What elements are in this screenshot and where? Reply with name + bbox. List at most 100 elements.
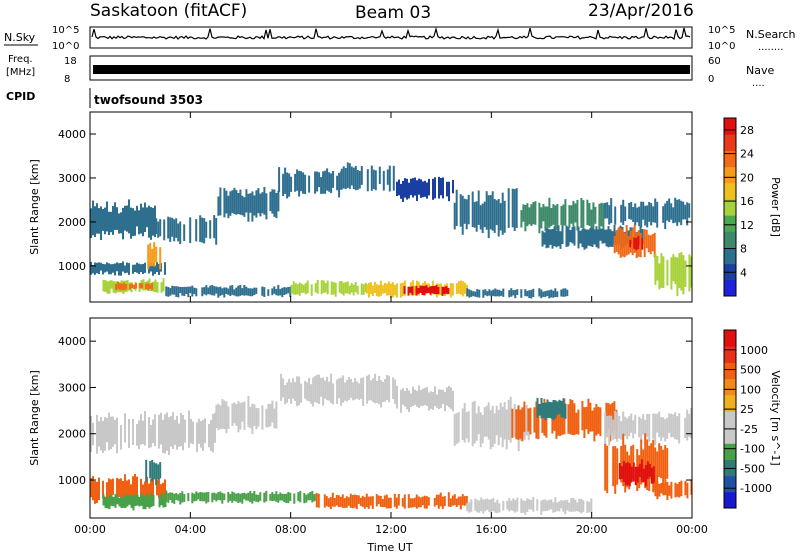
data-cell: [110, 479, 112, 497]
data-cell: [243, 285, 246, 296]
data-cell: [175, 493, 178, 500]
data-cell: [142, 263, 144, 274]
data-cell: [299, 490, 302, 503]
data-cell: [316, 171, 319, 192]
data-cell: [255, 287, 258, 294]
data-cell: [239, 285, 242, 296]
data-region: [115, 281, 154, 291]
data-cell: [315, 493, 318, 508]
data-cell: [498, 503, 501, 513]
data-cell: [136, 424, 138, 446]
velocity-data: [90, 373, 693, 515]
data-cell: [358, 171, 361, 189]
data-cell: [394, 379, 397, 404]
data-cell: [414, 389, 416, 405]
data-cell: [463, 403, 466, 443]
colorbar-tick-label: -25: [740, 423, 758, 436]
data-cell: [637, 235, 640, 249]
data-cell: [108, 263, 110, 275]
data-region: [102, 493, 167, 511]
data-cell: [377, 284, 380, 297]
data-cell: [149, 461, 152, 479]
data-cell: [142, 495, 145, 510]
nsky-panel: N.Sky 10^5 10^0 10^5 10^0 N.Search .....…: [4, 25, 796, 53]
data-cell: [219, 405, 222, 429]
colorbar-tick-label: 20: [740, 171, 754, 184]
data-cell: [298, 282, 301, 296]
data-cell: [160, 282, 163, 293]
data-cell: [461, 281, 464, 297]
data-cell: [171, 217, 174, 237]
data-cell: [215, 404, 218, 428]
data-cell: [126, 279, 129, 292]
data-cell: [506, 500, 509, 510]
data-cell: [212, 413, 214, 453]
data-cell: [434, 386, 436, 406]
data-cell: [271, 492, 274, 501]
data-cell: [213, 492, 216, 500]
colorbar-swatch: [724, 362, 736, 380]
nsearch-label: N.Search: [746, 28, 796, 41]
data-cell: [233, 187, 236, 214]
data-cell: [263, 187, 266, 215]
data-cell: [395, 497, 398, 509]
data-cell: [383, 495, 386, 507]
data-cell: [468, 502, 471, 513]
data-cell: [296, 376, 299, 407]
data-cell: [680, 252, 683, 291]
data-cell: [379, 280, 382, 296]
data-cell: [586, 501, 589, 513]
data-cell: [585, 406, 588, 430]
data-cell: [521, 407, 524, 442]
data-cell: [476, 289, 479, 298]
data-cell: [664, 445, 667, 480]
data-cell: [678, 253, 681, 289]
data-cell: [306, 280, 309, 294]
colorbar-swatch: [724, 134, 736, 151]
data-cell: [573, 403, 576, 436]
data-cell: [251, 493, 254, 504]
data-cell: [513, 189, 516, 231]
data-cell: [371, 285, 374, 296]
velocity-colorbar: 1000 500 100 25 -25 -100 -500 -1000: [723, 329, 772, 509]
data-region: [604, 408, 693, 446]
data-cell: [666, 259, 669, 286]
data-cell: [221, 288, 224, 295]
data-cell: [676, 257, 679, 297]
colorbar-tick-label: 100: [740, 383, 761, 396]
data-cell: [437, 494, 440, 509]
data-cell: [261, 286, 264, 296]
y-tick-label: 1000: [58, 260, 86, 273]
data-cell: [622, 460, 625, 482]
data-cell: [569, 399, 572, 435]
data-cell: [108, 280, 111, 294]
data-cell: [492, 289, 495, 297]
data-cell: [431, 286, 434, 294]
data-cell: [482, 499, 485, 514]
data-cell: [565, 225, 568, 247]
data-cell: [311, 491, 314, 503]
data-cell: [624, 416, 627, 437]
data-cell: [656, 256, 659, 281]
data-cell: [213, 215, 216, 239]
data-cell: [219, 491, 222, 501]
data-cell: [239, 189, 242, 215]
data-cell: [433, 285, 436, 295]
data-cell: [136, 476, 138, 503]
data-cell: [476, 499, 479, 513]
data-cell: [316, 279, 319, 294]
data-cell: [530, 289, 533, 299]
data-cell: [630, 201, 633, 220]
data-cell: [562, 288, 565, 297]
data-cell: [191, 492, 194, 504]
data-cell: [644, 419, 647, 439]
data-region: [629, 235, 644, 251]
data-cell: [337, 495, 340, 507]
data-cell: [419, 285, 422, 293]
data-cell: [406, 178, 408, 200]
data-cell: [313, 494, 316, 502]
data-cell: [149, 242, 152, 267]
data-cell: [613, 224, 616, 245]
data-cell: [223, 188, 226, 218]
data-cell: [397, 494, 400, 506]
